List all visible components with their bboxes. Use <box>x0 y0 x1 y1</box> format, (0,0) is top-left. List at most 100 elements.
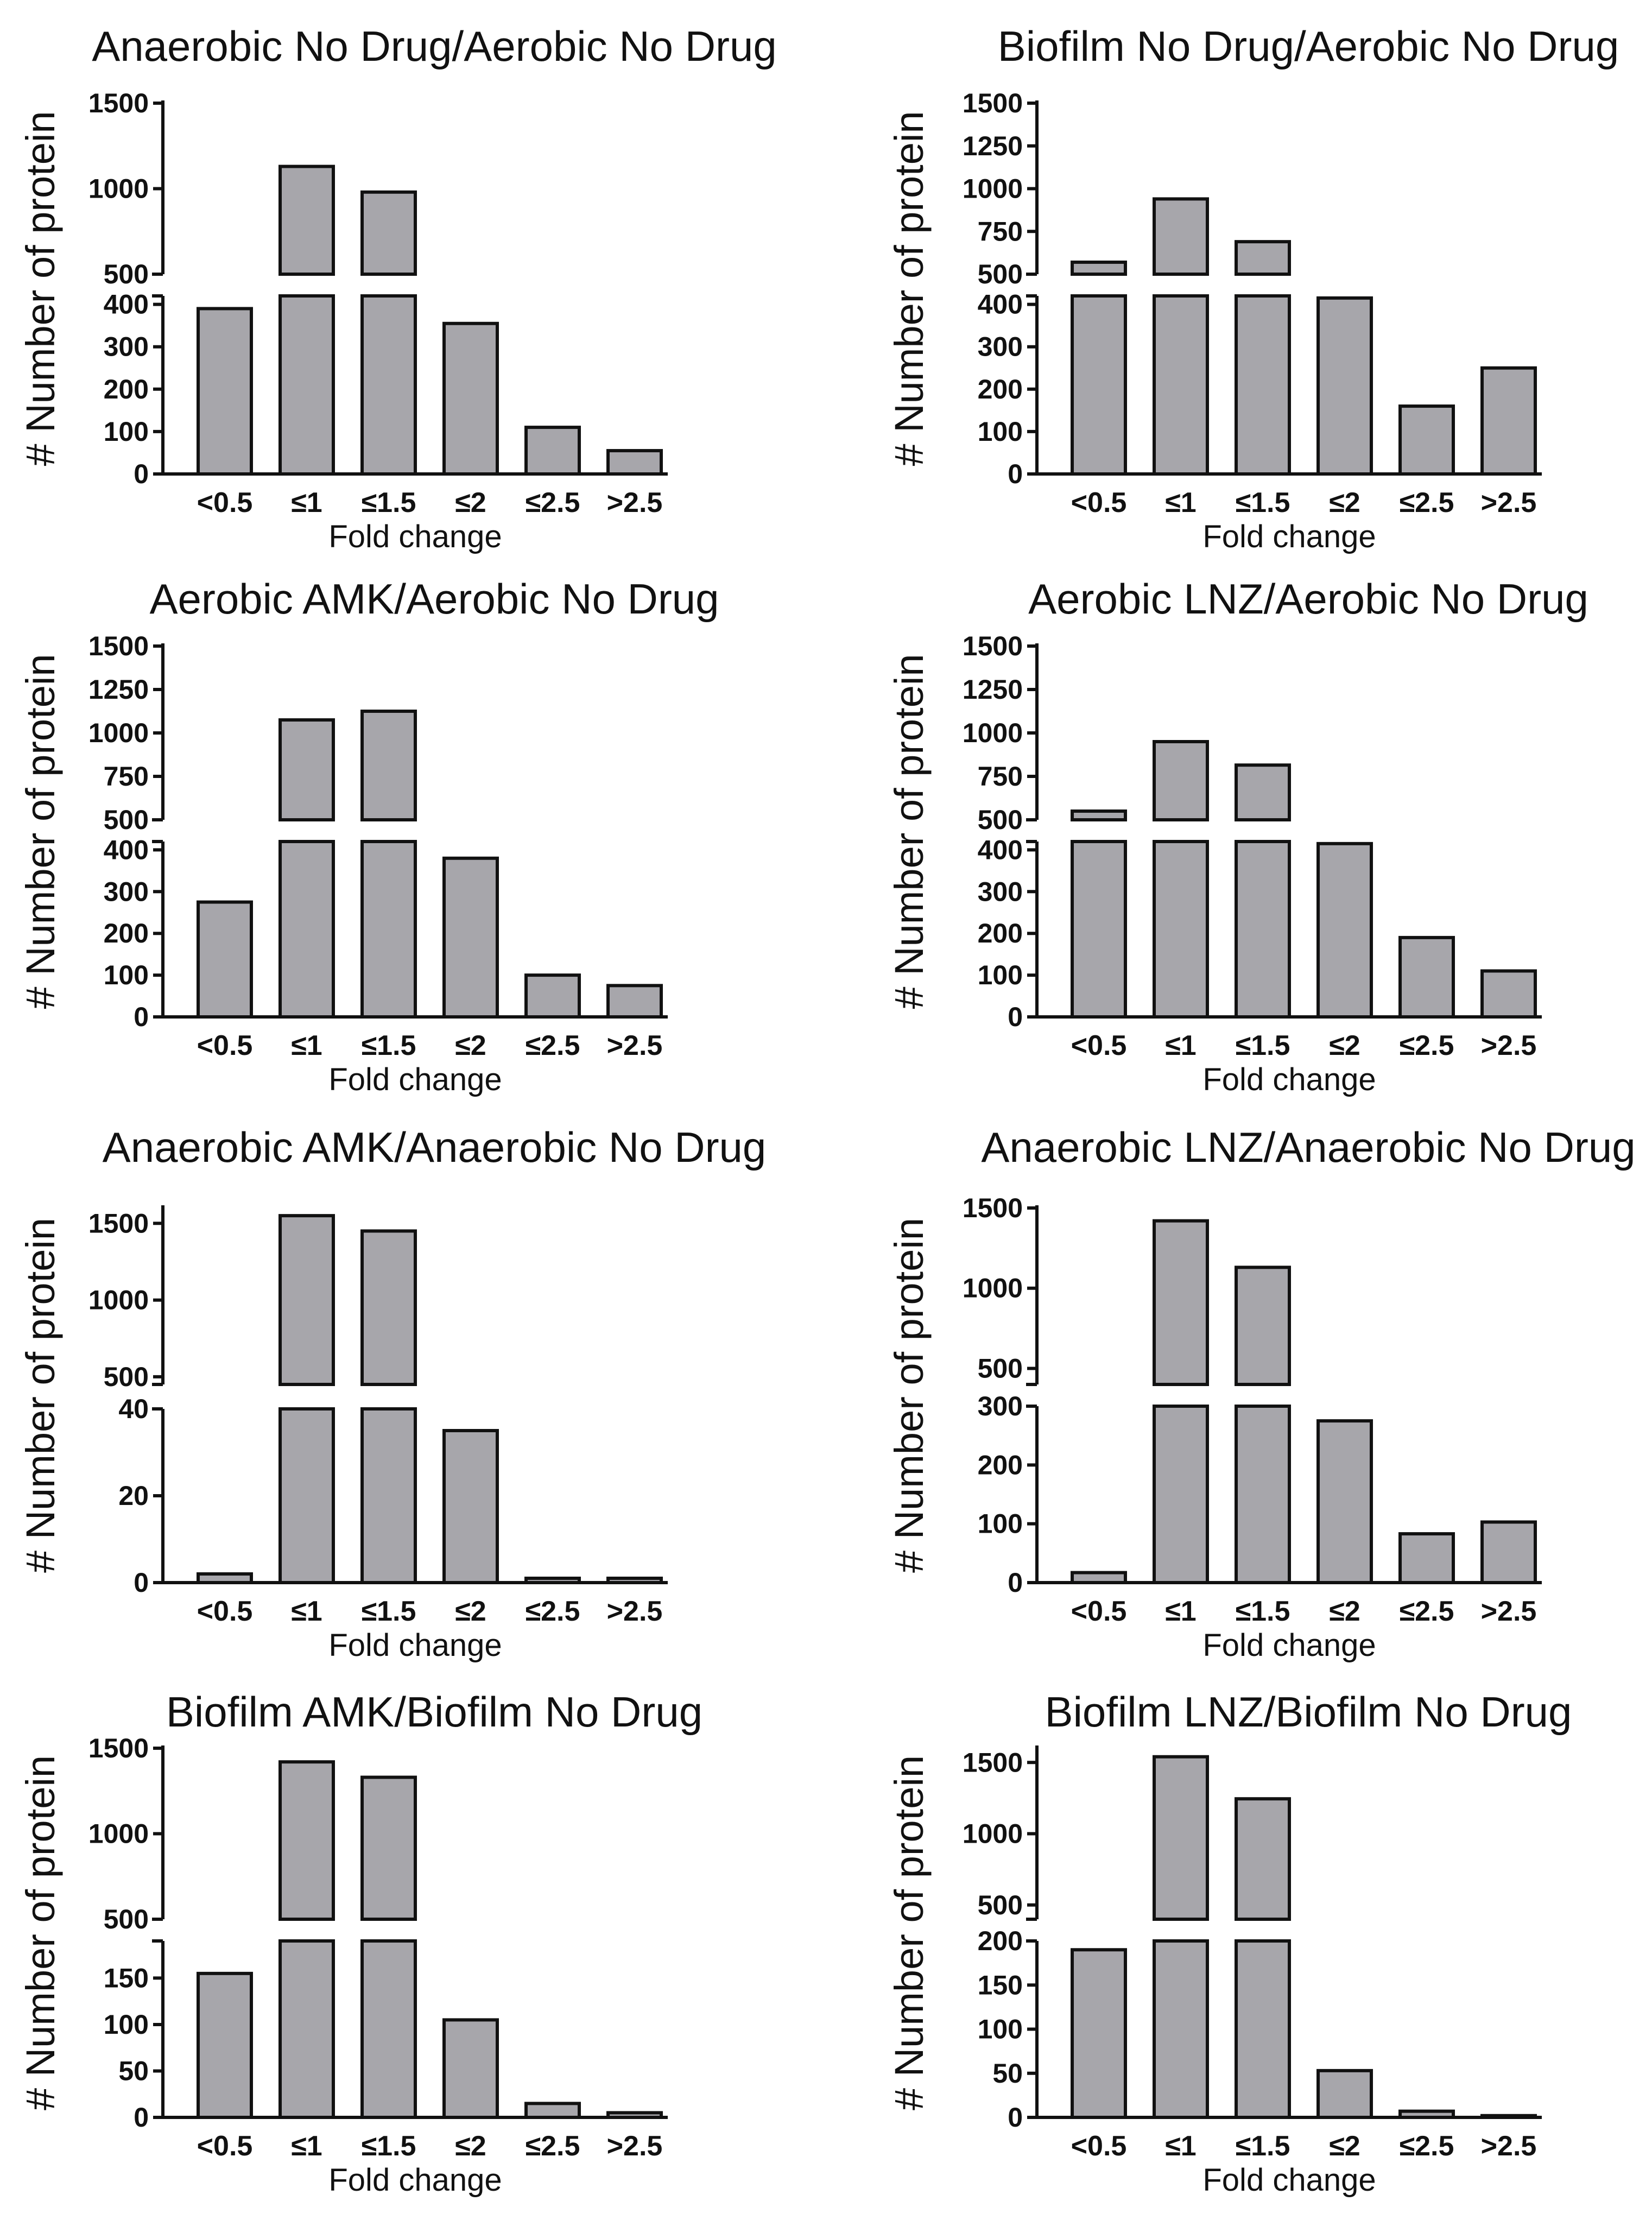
axis-break-gap <box>360 1386 417 1407</box>
bar-lower <box>1235 840 1291 1019</box>
y-tick-label: 1000 <box>963 1273 1023 1304</box>
x-tick-label: ≤2.5 <box>526 487 580 518</box>
y-tick-label: 40 <box>118 1394 149 1424</box>
bar-upper <box>1153 1219 1209 1387</box>
y-tick-label: 0 <box>134 459 149 489</box>
bar <box>1316 296 1373 476</box>
axis-break-gap <box>1070 276 1128 294</box>
bar-upper <box>360 1229 417 1387</box>
bar-lower <box>1153 294 1209 476</box>
x-tick-label: <0.5 <box>197 1030 253 1061</box>
x-tick-label: ≤1.5 <box>362 1030 416 1061</box>
bar-upper <box>279 1214 335 1386</box>
x-tick-label: ≤1 <box>1165 1030 1196 1061</box>
bar-lower <box>360 840 417 1019</box>
x-axis-label: Fold change <box>1202 1062 1376 1097</box>
bar-upper <box>1153 1755 1209 1921</box>
chart-title: Aerobic AMK/Aerobic No Drug <box>149 575 719 623</box>
bar <box>524 2102 581 2119</box>
x-axis-label: Fold change <box>1202 1628 1376 1663</box>
bar <box>442 2018 499 2120</box>
y-tick-label: 1500 <box>963 1747 1023 1778</box>
bar <box>197 307 253 476</box>
x-tick-label: ≤2.5 <box>526 1030 580 1061</box>
bar <box>197 900 253 1019</box>
y-tick-label: 500 <box>978 259 1023 289</box>
y-tick-label: 1250 <box>88 674 149 705</box>
y-tick-label: 100 <box>978 2014 1023 2045</box>
x-tick-label: <0.5 <box>197 487 253 518</box>
x-tick-label: >2.5 <box>607 487 663 518</box>
bar-lower <box>360 294 417 476</box>
bar <box>606 449 663 476</box>
bar-upper <box>1235 1797 1291 1921</box>
x-tick-label: ≤1.5 <box>362 2130 416 2162</box>
axis-break-gap <box>278 276 336 294</box>
y-tick-label: 100 <box>104 960 149 990</box>
x-tick-label: ≤1.5 <box>362 1596 416 1627</box>
x-axis-label: Fold change <box>1202 2162 1376 2198</box>
y-tick-label: 300 <box>104 876 149 907</box>
y-tick-label: 100 <box>104 2009 149 2040</box>
bar-upper <box>1235 240 1291 276</box>
bar-lower <box>1071 840 1127 1019</box>
x-tick-label: ≤2.5 <box>1400 2130 1454 2162</box>
axis-break-gap <box>1152 1921 1210 1939</box>
y-tick-label: 1000 <box>963 718 1023 748</box>
bar <box>1398 404 1455 476</box>
y-tick-label: 20 <box>118 1481 149 1511</box>
bar-upper <box>1153 197 1209 276</box>
bar-lower <box>279 1939 335 2119</box>
x-tick-label: <0.5 <box>1071 487 1127 518</box>
y-tick-label: 1500 <box>963 631 1023 661</box>
y-tick-label: 100 <box>978 416 1023 447</box>
y-tick-label: 0 <box>1008 2102 1023 2133</box>
y-tick-label: 0 <box>1008 1567 1023 1598</box>
y-tick-label: 1000 <box>88 1285 149 1315</box>
y-axis-label: # Number of protein <box>887 1218 932 1573</box>
x-tick-label: <0.5 <box>1071 1030 1127 1061</box>
x-tick-label: ≤2 <box>1329 487 1360 518</box>
y-tick-label: 150 <box>104 1963 149 1993</box>
x-tick-label: ≤2.5 <box>1400 1030 1454 1061</box>
y-tick-label: 1500 <box>963 1193 1023 1223</box>
y-tick-label: 500 <box>978 1890 1023 1920</box>
x-tick-label: >2.5 <box>1481 2130 1537 2162</box>
bar-lower <box>1153 1939 1209 2119</box>
x-axis-label: Fold change <box>328 1062 502 1097</box>
x-tick-label: ≤2 <box>455 1030 486 1061</box>
y-tick-label: 400 <box>978 834 1023 865</box>
axis-break-gap <box>360 1921 417 1939</box>
y-axis-label: # Number of protein <box>887 654 932 1009</box>
y-tick-label: 100 <box>978 960 1023 990</box>
axis-break-gap <box>278 821 336 840</box>
x-tick-label: ≤2 <box>455 1596 486 1627</box>
y-tick-label: 1500 <box>88 631 149 661</box>
bar <box>1316 842 1373 1019</box>
x-tick-label: ≤2 <box>1329 1030 1360 1061</box>
y-tick-label: 1250 <box>963 131 1023 161</box>
x-tick-label: ≤1 <box>291 1596 322 1627</box>
x-tick-label: ≤2.5 <box>526 2130 580 2162</box>
bar <box>606 984 663 1019</box>
x-tick-label: ≤1 <box>1165 2130 1196 2162</box>
bar <box>1480 1520 1537 1585</box>
chart-title: Anaerobic LNZ/Anaerobic No Drug <box>981 1123 1635 1171</box>
x-tick-label: ≤1.5 <box>1236 487 1290 518</box>
bar-lower <box>360 1407 417 1584</box>
y-tick-label: 400 <box>978 289 1023 320</box>
y-axis-label: # Number of protein <box>887 1755 932 2110</box>
axis-break-gap <box>278 1386 336 1407</box>
y-tick-label: 100 <box>104 416 149 447</box>
x-tick-label: >2.5 <box>607 1030 663 1061</box>
chart-title: Aerobic LNZ/Aerobic No Drug <box>1028 575 1588 623</box>
bar <box>442 321 499 476</box>
chart-panel: Aerobic AMK/Aerobic No Drug5007501000125… <box>18 575 719 1097</box>
bar <box>1316 2069 1373 2119</box>
bar-lower <box>279 1407 335 1584</box>
bar-lower <box>1153 840 1209 1019</box>
axis-break-gap <box>1234 1386 1292 1405</box>
bar-upper <box>360 710 417 821</box>
y-tick-label: 200 <box>978 918 1023 948</box>
x-tick-label: ≤1 <box>291 1030 322 1061</box>
